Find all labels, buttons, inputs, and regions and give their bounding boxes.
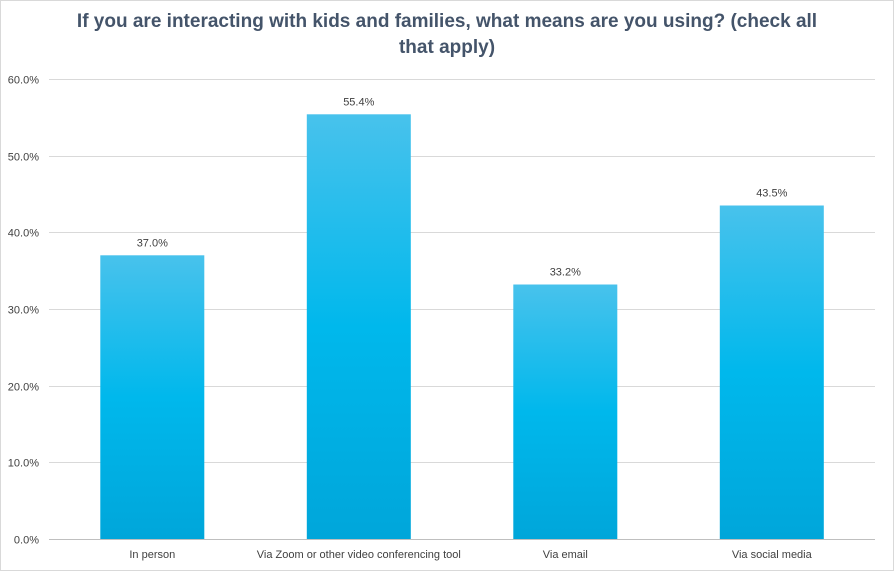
bars xyxy=(100,114,824,540)
y-tick-label: 50.0% xyxy=(8,152,39,164)
category-label: In person xyxy=(129,549,175,561)
bar xyxy=(306,114,411,540)
data-label: 55.4% xyxy=(343,96,374,108)
x-axis-category-labels: In person Via Zoom or other video confere… xyxy=(129,549,812,561)
bar xyxy=(719,205,824,539)
y-tick-label: 0.0% xyxy=(14,535,39,547)
bar xyxy=(513,284,618,539)
data-labels: 37.0% 55.4% 33.2% 43.5% xyxy=(137,96,788,278)
category-label: Via Zoom or other video conferencing too… xyxy=(257,549,461,561)
y-tick-label: 60.0% xyxy=(8,75,39,87)
category-label: Via email xyxy=(543,549,588,561)
y-tick-label: 30.0% xyxy=(8,305,39,317)
y-tick-label: 40.0% xyxy=(8,228,39,240)
data-label: 33.2% xyxy=(550,267,581,279)
y-tick-label: 10.0% xyxy=(8,458,39,470)
data-label: 43.5% xyxy=(756,188,787,200)
category-label: Via social media xyxy=(732,549,813,561)
y-tick-label: 20.0% xyxy=(8,382,39,394)
bar xyxy=(100,255,205,540)
y-axis-tick-labels: 0.0% 10.0% 20.0% 30.0% 40.0% 50.0% 60.0% xyxy=(8,75,39,547)
chart-title: If you are interacting with kids and fam… xyxy=(76,11,818,58)
data-label: 37.0% xyxy=(137,237,168,249)
